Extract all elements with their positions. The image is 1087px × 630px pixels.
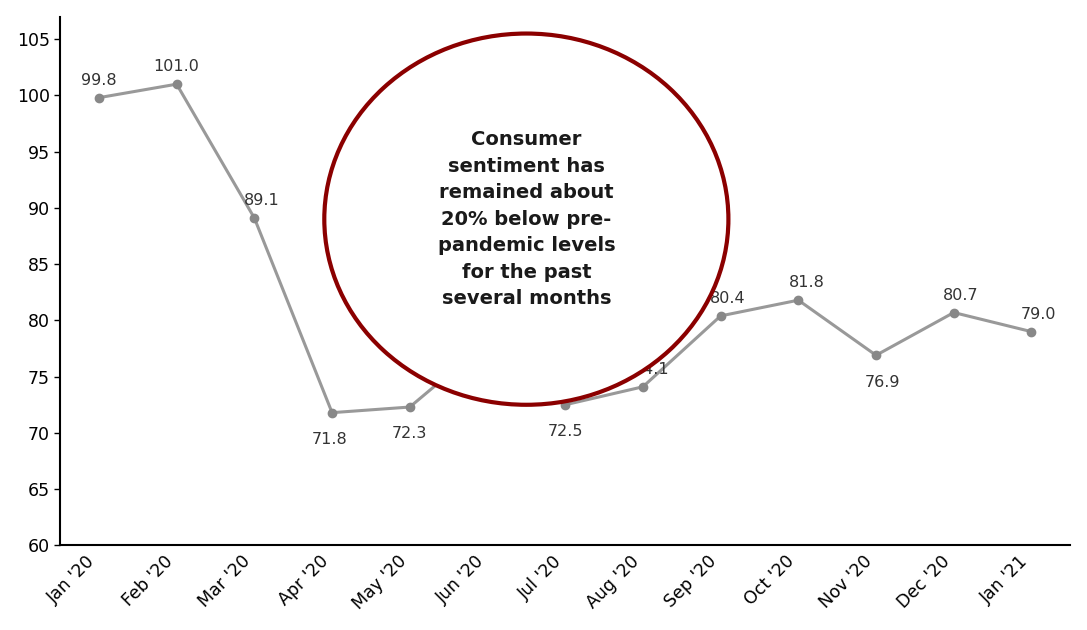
Text: 74.1: 74.1 [634, 362, 670, 377]
Text: 79.0: 79.0 [1021, 307, 1057, 322]
Text: 80.7: 80.7 [942, 288, 978, 303]
Text: Consumer
sentiment has
remained about
20% below pre-
pandemic levels
for the pas: Consumer sentiment has remained about 20… [438, 130, 615, 308]
Text: 81.8: 81.8 [789, 275, 825, 290]
Text: 72.3: 72.3 [392, 427, 427, 442]
Text: 101.0: 101.0 [153, 59, 200, 74]
Ellipse shape [324, 33, 728, 405]
Text: 78.1: 78.1 [463, 317, 499, 332]
Text: 99.8: 99.8 [82, 73, 116, 88]
Text: 71.8: 71.8 [311, 432, 347, 447]
Text: 72.5: 72.5 [548, 424, 583, 439]
Text: 76.9: 76.9 [865, 375, 901, 390]
Text: 80.4: 80.4 [710, 291, 746, 306]
Text: 89.1: 89.1 [243, 193, 279, 209]
